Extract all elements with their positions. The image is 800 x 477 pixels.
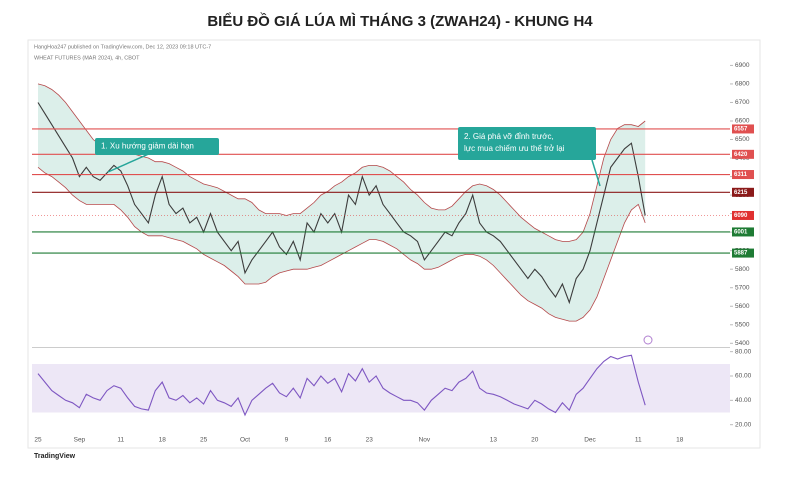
symbol: WHEAT FUTURES (MAR 2024), 4h, CBOT [34, 55, 140, 61]
y-tick-label: 20.00 [735, 421, 752, 428]
rsi-band [32, 364, 730, 413]
x-tick-label: 11 [117, 437, 124, 444]
y-tick-label: 5400 [735, 340, 750, 347]
series-line [37, 354, 646, 417]
y-tick-label: 5700 [735, 284, 750, 291]
annotation-box [95, 138, 219, 155]
y-tick-label: 6600 [735, 118, 750, 125]
x-tick-label: 11 [635, 437, 642, 444]
x-tick-label: 23 [366, 437, 374, 444]
arrow [591, 159, 601, 187]
series-line [37, 83, 646, 242]
level-tag [732, 124, 754, 134]
branding: TradingView [34, 453, 76, 460]
band-fill [38, 83, 646, 322]
x-tick-label: 25 [200, 437, 208, 444]
x-tick-label: 18 [159, 437, 167, 444]
level-tag [732, 227, 754, 237]
level-tag [732, 149, 754, 159]
level-label: 6311 [734, 172, 748, 178]
level-label: 6557 [734, 127, 748, 133]
annotation-box [458, 127, 596, 160]
y-tick-label: 5600 [735, 303, 750, 310]
x-tick-label: 20 [531, 437, 539, 444]
x-tick-label: 16 [324, 437, 332, 444]
level-label: 6215 [734, 190, 748, 196]
y-tick-label: 5800 [735, 266, 750, 273]
plot: 25 Sep 11 18 25 Oct 9 16 23 Nov 13 20 Dec 11 18 5400 550… [32, 62, 754, 444]
y-tick-label: 80.00 [735, 348, 752, 355]
x-tick-label: Dec [584, 437, 596, 444]
x-tick-label: Nov [419, 437, 431, 444]
y-tick-label: 40.00 [735, 397, 752, 404]
last-price-label: 6090 [734, 213, 748, 219]
x-tick-label: 13 [490, 437, 498, 444]
x-tick-label: Oct [240, 437, 250, 444]
level-label: 5887 [734, 251, 748, 257]
y-tick-label: 5500 [735, 321, 750, 328]
x-tick-label: 9 [285, 437, 289, 444]
publisher: HangHoa247 published on TradingView.com,… [34, 44, 211, 50]
series-line [37, 166, 646, 322]
y-tick-label: 6800 [735, 81, 750, 88]
level-label: 6420 [734, 152, 748, 158]
annotation: 2. Giá phá vỡ đỉnh trước, [464, 132, 554, 141]
event-icon [643, 335, 653, 345]
annotation: 1. Xu hướng giảm dài hạn [101, 142, 194, 151]
x-tick-label: 18 [676, 437, 684, 444]
x-tick-label: 25 [34, 437, 42, 444]
frame [27, 39, 761, 449]
y-tick-label: 60.00 [735, 373, 752, 380]
chart-title: BIỂU ĐỒ GIÁ LÚA MÌ THÁNG 3 (ZWAH24) - KH… [207, 12, 593, 30]
y-tick-label: 6500 [735, 136, 750, 143]
level-tag [732, 248, 754, 258]
y-tick-label: 6700 [735, 99, 750, 106]
level-tag [732, 170, 754, 180]
y-tick-label: 6900 [735, 62, 750, 69]
x-tick-label: Sep [74, 437, 86, 444]
level-label: 6001 [734, 230, 748, 236]
last-price-tag [732, 210, 754, 220]
annotation: lực mua chiếm ưu thế trở lại [464, 144, 565, 153]
level-tag [732, 187, 754, 197]
